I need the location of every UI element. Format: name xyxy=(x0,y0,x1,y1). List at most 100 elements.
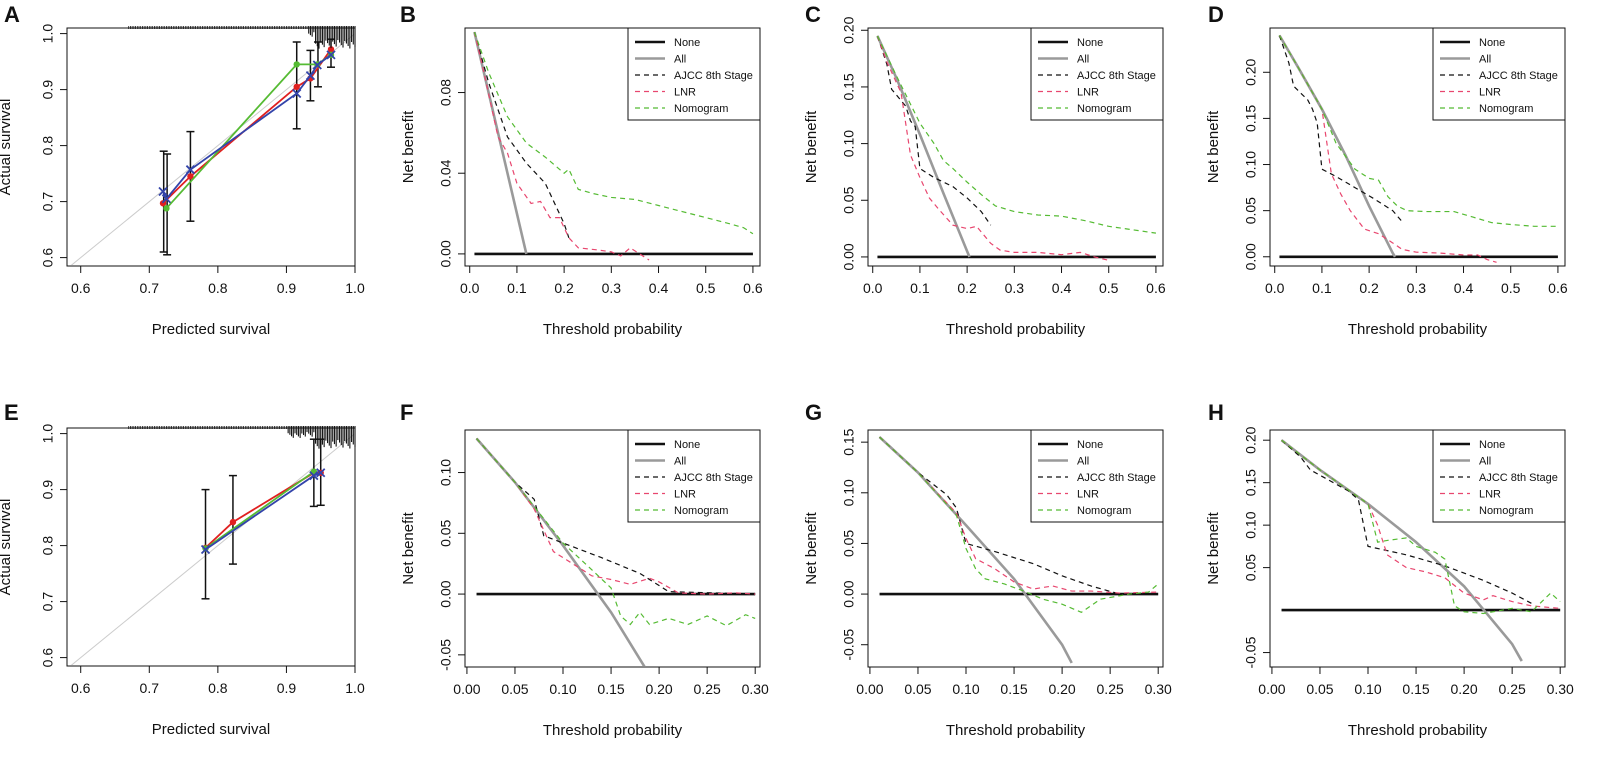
x-tick-label-h: 0.10 xyxy=(1354,681,1381,697)
calibration-point-green-a xyxy=(163,205,170,212)
y-tick-label-c: 0.00 xyxy=(841,243,857,270)
legend-label-none-f: None xyxy=(674,439,700,451)
x-tick-label-e: 0.8 xyxy=(208,680,228,696)
calibration-point-red-a xyxy=(293,83,300,91)
legend-c: None All AJCC 8th Stage LNR Nomogram xyxy=(1030,27,1164,121)
plot-area-f xyxy=(475,437,756,666)
legend-label-nomogram-c: Nomogram xyxy=(1077,103,1131,115)
curve-ajcc-8th-stage-c xyxy=(876,35,992,226)
x-tick-label-d: 0.3 xyxy=(1407,280,1427,296)
y-tick-label-d: 0.05 xyxy=(1243,197,1259,224)
legend-label-ajcc-8th-stage-h: AJCC 8th Stage xyxy=(1479,472,1558,484)
x-tick-label-c: 0.3 xyxy=(1005,280,1025,296)
legend-label-nomogram-f: Nomogram xyxy=(674,505,728,517)
curve-lnr-c xyxy=(876,35,1109,261)
legend-label-all-h: All xyxy=(1479,456,1491,468)
y-tick-label-b: 0.08 xyxy=(438,79,454,106)
y-tick-label-h: 0.10 xyxy=(1243,511,1259,538)
y-tick-label-a: 0.6 xyxy=(40,248,56,268)
panel-b: B Threshold probability Net benefit 0.0 0.1 0… xyxy=(400,2,763,338)
legend-box-d xyxy=(1432,27,1566,121)
calibration-point-green-a xyxy=(293,61,300,68)
x-tick-label-d: 0.4 xyxy=(1454,280,1474,296)
plot-area-e xyxy=(70,433,354,665)
calibration-line-green-e xyxy=(204,470,315,550)
calibration-point-blue-a xyxy=(305,70,316,81)
panel-a: A Predicted survival Actual survival 0.6 0.7… xyxy=(0,2,365,338)
legend-label-none-h: None xyxy=(1479,439,1505,451)
panel-label-a: A xyxy=(4,2,20,27)
y-tick-label-e: 0.7 xyxy=(40,592,56,612)
y-tick-label-c: 0.10 xyxy=(841,130,857,157)
curve-lnr-h xyxy=(1281,439,1561,609)
legend-label-all-d: All xyxy=(1479,54,1491,66)
y-tick-label-g: 0.00 xyxy=(841,580,857,607)
x-tick-label-d: 0.2 xyxy=(1359,280,1379,296)
plot-frame-h xyxy=(1269,429,1566,668)
legend-label-ajcc-8th-stage-c: AJCC 8th Stage xyxy=(1077,70,1156,82)
legend-box-h xyxy=(1432,429,1566,523)
x-tick-label-g: 0.00 xyxy=(856,681,883,697)
legend-label-none-c: None xyxy=(1077,37,1103,49)
calibration-line-blue-e xyxy=(205,471,322,551)
curve-ajcc-8th-stage-f xyxy=(476,438,756,595)
panel-f: F Threshold probability Net benefit 0.00 0.0… xyxy=(400,400,769,739)
plot-area-a xyxy=(70,33,354,265)
x-tick-label-d: 0.6 xyxy=(1548,280,1568,296)
legend-label-nomogram-d: Nomogram xyxy=(1479,103,1533,115)
curve-lnr-f xyxy=(476,438,756,595)
curve-lnr-b xyxy=(473,31,650,261)
y-axis-title-c: Net benefit xyxy=(803,110,820,183)
legend-d: None All AJCC 8th Stage LNR Nomogram xyxy=(1432,27,1566,121)
legend-label-ajcc-8th-stage-b: AJCC 8th Stage xyxy=(674,70,753,82)
curve-lnr-g xyxy=(879,436,1159,594)
x-tick-label-g: 0.25 xyxy=(1097,681,1124,697)
curve-nomogram-b xyxy=(473,31,754,235)
x-tick-label-a: 0.8 xyxy=(208,280,228,296)
x-tick-label-h: 0.20 xyxy=(1450,681,1477,697)
legend-label-lnr-c: LNR xyxy=(1077,87,1099,99)
x-tick-label-g: 0.05 xyxy=(904,681,931,697)
x-tick-label-f: 0.00 xyxy=(453,681,480,697)
plot-frame-f xyxy=(464,429,761,668)
curve-lnr-d xyxy=(1278,35,1497,263)
x-tick-label-a: 1.0 xyxy=(345,280,365,296)
y-axis-title-b: Net benefit xyxy=(400,110,417,183)
panel-label-h: H xyxy=(1208,400,1224,425)
y-axis-title-d: Net benefit xyxy=(1205,110,1222,183)
x-axis-title-f: Threshold probability xyxy=(543,722,683,739)
x-tick-label-a: 0.6 xyxy=(71,280,91,296)
legend-label-lnr-b: LNR xyxy=(674,87,696,99)
x-tick-label-e: 1.0 xyxy=(345,680,365,696)
y-tick-label-h: 0.15 xyxy=(1243,469,1259,496)
legend-label-lnr-h: LNR xyxy=(1479,489,1501,501)
curve-nomogram-d xyxy=(1278,35,1558,227)
calibration-point-blue-a xyxy=(185,165,196,175)
y-tick-label-f: 0.00 xyxy=(438,580,454,607)
legend-h: None All AJCC 8th Stage LNR Nomogram xyxy=(1432,429,1566,523)
calibration-point-blue-a xyxy=(312,60,322,70)
legend-f: None All AJCC 8th Stage LNR Nomogram xyxy=(627,429,761,523)
y-tick-label-c: 0.05 xyxy=(841,186,857,213)
x-axis-title-d: Threshold probability xyxy=(1348,321,1488,338)
x-tick-label-g: 0.10 xyxy=(952,681,979,697)
curve-nomogram-f xyxy=(476,438,756,627)
curve-all-c xyxy=(876,35,971,258)
legend-g: None All AJCC 8th Stage LNR Nomogram xyxy=(1030,429,1164,523)
curve-ajcc-8th-stage-b xyxy=(473,31,570,238)
y-tick-label-h: 0.20 xyxy=(1243,426,1259,453)
plot-area-d xyxy=(1278,34,1558,263)
y-tick-label-g: 0.05 xyxy=(841,530,857,557)
y-tick-label-f: 0.10 xyxy=(438,459,454,486)
x-axis-title-g: Threshold probability xyxy=(946,722,1086,739)
x-tick-label-g: 0.30 xyxy=(1145,681,1172,697)
calibration-line-red-a xyxy=(162,48,332,204)
calibration-point-blue-a xyxy=(326,50,336,60)
y-tick-label-a: 1.0 xyxy=(40,24,56,44)
legend-label-nomogram-g: Nomogram xyxy=(1077,505,1131,517)
y-tick-label-g: 0.15 xyxy=(841,428,857,455)
y-tick-label-c: 0.20 xyxy=(841,16,857,43)
calibration-point-blue-e xyxy=(309,470,319,481)
